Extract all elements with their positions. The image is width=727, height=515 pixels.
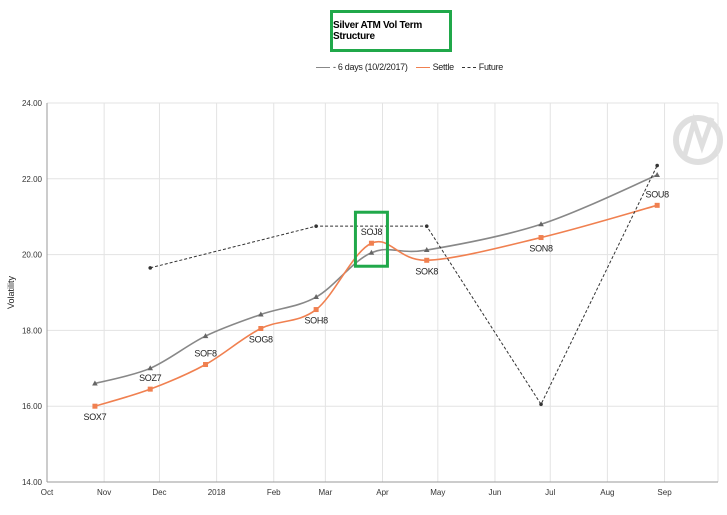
watermark-logo-icon xyxy=(673,113,723,165)
legend-swatch-settle xyxy=(415,66,430,68)
data-point-future[interactable] xyxy=(314,224,318,228)
x-tick-label: Aug xyxy=(600,488,614,497)
series-line-settle xyxy=(94,204,658,407)
annotation-label: SOF8 xyxy=(194,349,217,359)
y-axis-label: Volatility xyxy=(6,275,16,309)
data-point-settle[interactable] xyxy=(313,307,319,313)
annotation-label: SON8 xyxy=(529,244,553,254)
x-tick-label: Jun xyxy=(488,488,501,497)
annotation-label: SOH8 xyxy=(304,316,328,326)
series-line-future xyxy=(150,165,658,406)
data-point-6days[interactable] xyxy=(654,172,660,178)
legend-item-settle[interactable]: Settle xyxy=(415,62,455,72)
legend-item-future[interactable]: Future xyxy=(461,62,504,72)
annotation-label: SOG8 xyxy=(249,335,273,345)
annotation-label: SOJ8 xyxy=(361,227,383,237)
data-point-6days[interactable] xyxy=(147,365,154,371)
legend-label-6days: - 6 days (10/2/2017) xyxy=(333,62,408,72)
data-point-6days[interactable] xyxy=(423,247,430,253)
y-tick-label: 14.00 xyxy=(22,478,43,487)
data-point-future[interactable] xyxy=(424,224,429,228)
data-point-settle[interactable] xyxy=(258,326,264,332)
legend-label-settle: Settle xyxy=(432,62,455,72)
data-point-6days[interactable] xyxy=(258,311,264,317)
x-tick-label: May xyxy=(430,488,445,497)
data-point-future[interactable] xyxy=(539,402,543,407)
data-point-6days[interactable] xyxy=(313,294,319,300)
legend-swatch-future xyxy=(461,66,476,68)
data-point-settle[interactable] xyxy=(424,257,430,263)
legend-item-6days[interactable]: - 6 days (10/2/2017) xyxy=(316,62,408,72)
legend-swatch-6days xyxy=(316,66,330,68)
data-point-6days[interactable] xyxy=(368,249,375,255)
x-tick-label: Sep xyxy=(657,488,672,497)
data-point-settle[interactable] xyxy=(538,235,544,241)
chart-title-box: Silver ATM Vol Term Structure xyxy=(330,10,452,52)
x-tick-label: Nov xyxy=(97,488,111,497)
annotation-highlight-box xyxy=(353,210,389,268)
chart-title: Silver ATM Vol Term Structure xyxy=(333,20,422,42)
data-point-future[interactable] xyxy=(148,266,153,270)
annotation-label: SOU8 xyxy=(646,189,670,199)
y-tick-label: 22.00 xyxy=(22,175,43,184)
data-point-settle[interactable] xyxy=(147,386,153,392)
y-tick-label: 16.00 xyxy=(22,402,43,411)
x-tick-label: Dec xyxy=(152,488,166,497)
data-point-settle[interactable] xyxy=(92,403,98,409)
data-point-future[interactable] xyxy=(655,163,659,168)
data-point-6days[interactable] xyxy=(538,221,544,227)
data-point-settle[interactable] xyxy=(654,202,660,208)
x-tick-label: Mar xyxy=(318,488,332,497)
y-tick-label: 18.00 xyxy=(22,326,43,335)
x-tick-label: Apr xyxy=(376,488,389,497)
series-line-6days xyxy=(94,174,658,385)
x-tick-label: Feb xyxy=(267,488,281,497)
annotation-label: SOX7 xyxy=(84,412,107,422)
x-tick-label: 2018 xyxy=(208,488,226,497)
data-point-settle[interactable] xyxy=(368,240,374,246)
x-tick-label: Jul xyxy=(545,488,555,497)
annotation-label: SOK8 xyxy=(415,266,438,276)
data-point-settle[interactable] xyxy=(203,362,209,368)
x-tick-label: Oct xyxy=(41,488,54,497)
annotation-label: SOZ7 xyxy=(139,373,162,383)
legend-label-future: Future xyxy=(478,62,504,72)
data-point-6days[interactable] xyxy=(92,380,98,386)
y-tick-label: 24.00 xyxy=(22,99,43,108)
y-tick-label: 20.00 xyxy=(22,251,43,260)
data-point-6days[interactable] xyxy=(202,333,209,339)
chart-legend: - 6 days (10/2/2017) Settle Future xyxy=(316,60,511,74)
